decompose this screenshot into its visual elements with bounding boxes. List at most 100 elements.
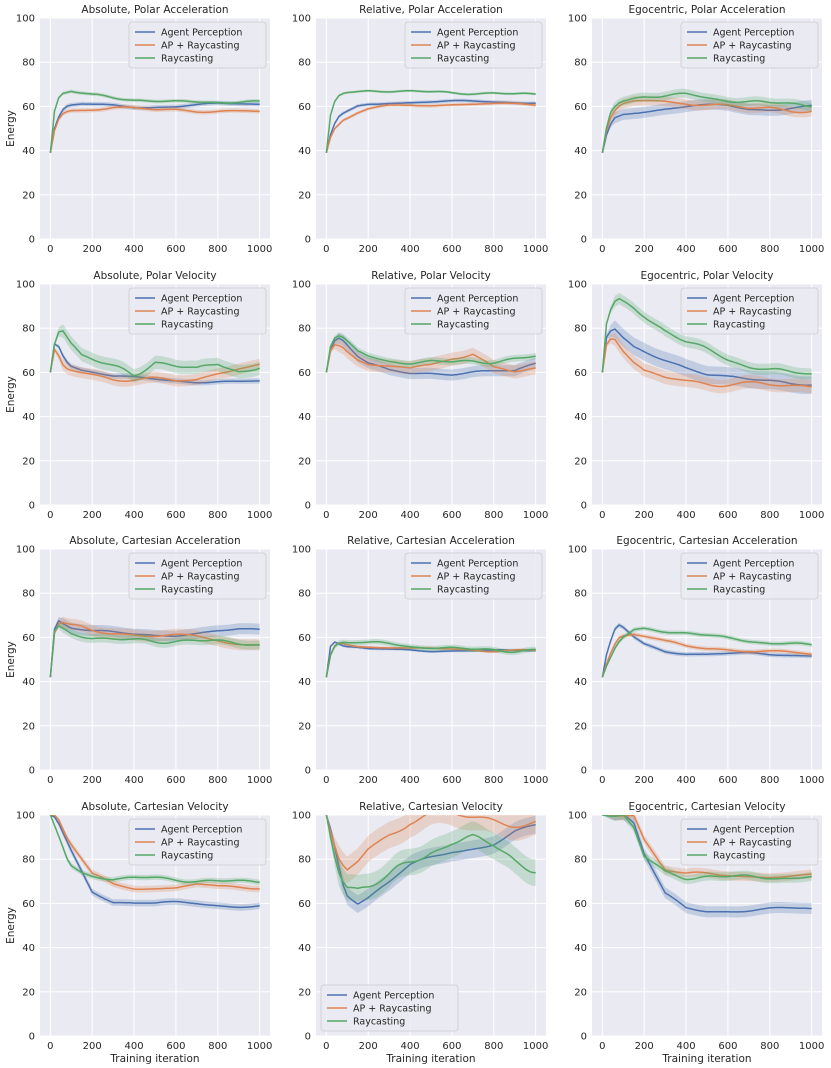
series-line (50, 815, 260, 909)
y-tick-label: 40 (22, 412, 35, 423)
legend-frame (404, 21, 543, 69)
series-line (602, 815, 812, 881)
y-tick-label: 0 (305, 235, 311, 246)
legend-entry: Agent Perception (161, 825, 242, 836)
legend-entry: Raycasting (161, 851, 213, 862)
series-layer (325, 332, 536, 381)
subplot-title: Relative, Cartesian Acceleration (347, 535, 515, 547)
x-tick-label: 600 (166, 244, 185, 255)
series-band (326, 815, 536, 884)
y-tick-label: 60 (574, 368, 587, 379)
y-tick-label: 100 (16, 280, 35, 291)
x-tick-label: 600 (718, 510, 737, 521)
subplot-title: Egocentric, Polar Acceleration (628, 4, 785, 16)
legend-entry: Raycasting (353, 1017, 405, 1028)
series-band (326, 815, 536, 902)
series-line (601, 633, 812, 678)
legend-frame (128, 818, 267, 866)
x-axis-label: Training iteration (109, 1053, 199, 1065)
legend-entry: Agent Perception (161, 28, 242, 39)
x-tick-label: 200 (635, 244, 654, 255)
y-tick-label: 0 (305, 501, 311, 512)
y-tick-label: 100 (292, 545, 311, 556)
series-line (325, 641, 536, 678)
y-tick-label: 60 (574, 102, 587, 113)
series-band (50, 89, 260, 153)
x-tick-label: 0 (599, 244, 605, 255)
subplot: 0 200 400 600 800 1000 0 20 40 60 80 100 Relative, C… (292, 535, 548, 786)
subplot: 0 200 400 600 800 1000 0 20 40 60 80 100 Relative, P… (292, 4, 548, 255)
x-tick-label: 800 (760, 510, 779, 521)
legend-entry: AP + Raycasting (437, 307, 515, 318)
series-band (326, 332, 536, 381)
y-tick-label: 60 (298, 368, 311, 379)
y-tick-label: 80 (22, 855, 35, 866)
x-tick-label: 200 (359, 244, 378, 255)
legend-entry: AP + Raycasting (161, 307, 239, 318)
y-tick-label: 20 (298, 190, 311, 201)
series-band (602, 320, 812, 394)
legend-entry: Agent Perception (353, 991, 434, 1002)
legend-entry: Raycasting (713, 320, 765, 331)
y-tick-label: 20 (22, 987, 35, 998)
x-tick-label: 0 (599, 1041, 605, 1052)
x-tick-label: 1000 (247, 244, 272, 255)
x-tick-label: 1000 (523, 244, 548, 255)
x-tick-label: 0 (47, 510, 53, 521)
legend-frame (680, 21, 819, 69)
y-tick-label: 40 (574, 677, 587, 688)
subplot: 0 200 400 600 800 1000 0 20 40 60 80 100 Absolute, P… (5, 4, 272, 255)
y-tick-label: 80 (574, 324, 587, 335)
x-tick-label: 0 (47, 1041, 53, 1052)
series-line (601, 627, 812, 678)
series-line (49, 620, 260, 678)
x-tick-label: 600 (442, 244, 461, 255)
x-tick-label: 400 (677, 1041, 696, 1052)
series-line (49, 343, 260, 384)
x-tick-label: 200 (83, 510, 102, 521)
x-tick-label: 1000 (523, 1041, 548, 1052)
x-tick-label: 800 (208, 244, 227, 255)
y-tick-label: 40 (22, 677, 35, 688)
y-tick-label: 100 (568, 14, 587, 25)
series-band (602, 815, 812, 883)
series-band (50, 815, 260, 893)
x-tick-label: 600 (442, 775, 461, 786)
x-tick-label: 600 (718, 244, 737, 255)
legend: Agent Perception AP + Raycasting Raycastin… (680, 818, 819, 866)
legend: Agent Perception AP + Raycasting Raycastin… (128, 21, 267, 69)
series-line (601, 624, 812, 678)
x-tick-label: 0 (47, 775, 53, 786)
y-tick-label: 20 (298, 456, 311, 467)
legend-entry: Raycasting (437, 54, 489, 65)
y-tick-label: 40 (22, 943, 35, 954)
y-tick-label: 40 (298, 412, 311, 423)
y-tick-label: 0 (29, 501, 35, 512)
y-tick-label: 60 (298, 633, 311, 644)
y-tick-label: 100 (568, 280, 587, 291)
series-band (602, 332, 812, 394)
series-band (50, 104, 260, 153)
legend-entry: Agent Perception (713, 28, 794, 39)
y-tick-label: 60 (22, 899, 35, 910)
x-tick-label: 400 (125, 1041, 144, 1052)
subplot: 0 200 400 600 800 1000 0 20 40 60 80 100 Relative, C… (292, 801, 548, 1065)
series-line (49, 330, 260, 377)
subplot-title: Egocentric, Cartesian Acceleration (616, 535, 797, 547)
subplot-title: Absolute, Polar Acceleration (81, 4, 228, 16)
x-tick-label: 600 (442, 1041, 461, 1052)
subplot: 0 200 400 600 800 1000 0 20 40 60 80 100 Egocentric,… (568, 270, 824, 521)
legend-frame (404, 552, 543, 600)
series-layer (602, 815, 812, 918)
x-tick-label: 0 (599, 775, 605, 786)
y-tick-label: 100 (16, 14, 35, 25)
y-tick-label: 40 (574, 943, 587, 954)
series-band (602, 626, 812, 678)
y-tick-label: 80 (298, 324, 311, 335)
y-axis-label: Energy (5, 641, 17, 678)
series-layer (601, 293, 812, 394)
series-band (602, 98, 812, 153)
series-line (602, 815, 812, 879)
y-tick-label: 80 (574, 58, 587, 69)
subplot-title: Absolute, Cartesian Velocity (81, 801, 228, 813)
